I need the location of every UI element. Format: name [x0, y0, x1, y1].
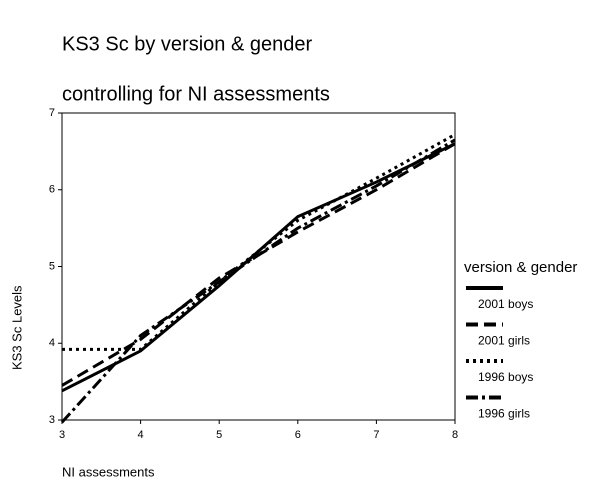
- plot-frame: [61, 112, 456, 421]
- y-tick-label: 6: [49, 184, 55, 196]
- x-axis-label: NI assessments: [62, 464, 155, 479]
- y-tick-label: 7: [49, 107, 55, 119]
- series-line: [60, 138, 456, 424]
- series-line: [62, 133, 456, 351]
- y-axis-label: KS3 Sc Levels: [9, 285, 24, 370]
- legend-title: version & gender: [464, 259, 577, 276]
- x-tick-label: 3: [59, 429, 65, 441]
- y-tick-label: 3: [49, 414, 55, 426]
- legend-label: 1996 boys: [478, 370, 533, 384]
- x-tick-label: 8: [452, 429, 458, 441]
- x-tick-label: 6: [295, 429, 301, 441]
- x-tick-label: 5: [216, 429, 222, 441]
- y-tick-label: 5: [49, 260, 55, 272]
- chart-subtitle: controlling for NI assessments: [62, 83, 330, 105]
- y-tick-label: 4: [49, 337, 55, 349]
- legend-label: 1996 girls: [478, 407, 530, 421]
- x-tick-label: 7: [373, 429, 379, 441]
- x-tick-label: 4: [138, 429, 144, 441]
- legend-label: 2001 boys: [478, 297, 533, 311]
- series-line: [61, 142, 456, 393]
- legend-label: 2001 girls: [478, 334, 530, 348]
- chart-title: KS3 Sc by version & gender: [62, 33, 312, 55]
